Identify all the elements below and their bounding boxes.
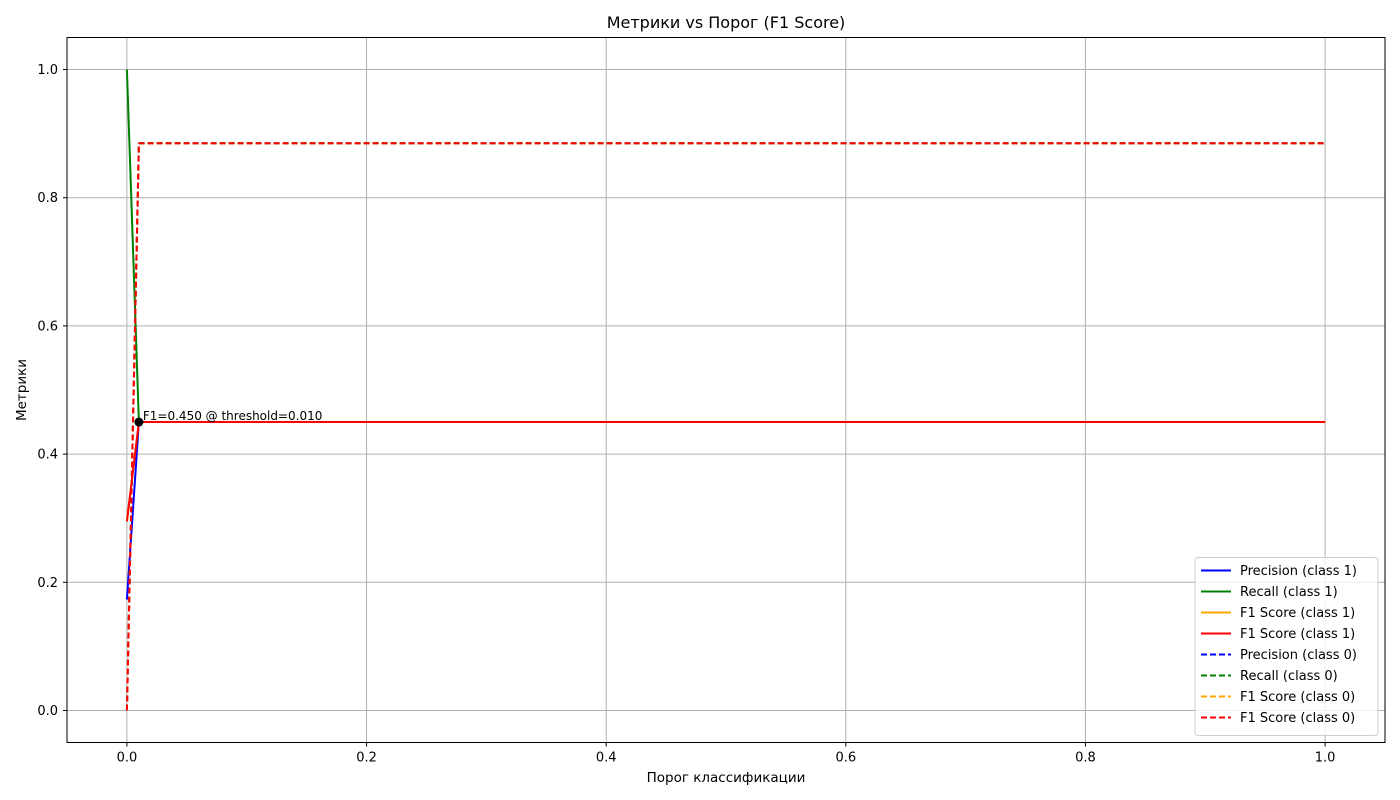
plot-frame bbox=[66, 37, 1386, 743]
x-tick-label: 0.8 bbox=[1075, 751, 1096, 766]
series-line-6 bbox=[125, 142, 1326, 711]
x-tick-label: 0.6 bbox=[835, 751, 856, 766]
legend-label: Precision (class 0) bbox=[1240, 648, 1357, 663]
x-axis-title: Порог классификации bbox=[647, 770, 806, 786]
legend-box bbox=[1194, 557, 1379, 736]
y-tick-label: 0.8 bbox=[37, 191, 58, 206]
y-axis-title: Метрики bbox=[14, 359, 30, 421]
plot-area bbox=[125, 69, 1326, 711]
y-tick-label: 0.6 bbox=[37, 319, 58, 334]
legend-label: Precision (class 1) bbox=[1240, 564, 1357, 579]
series-line-5 bbox=[125, 142, 1326, 711]
legend-label: F1 Score (class 1) bbox=[1240, 627, 1355, 642]
series-line-2 bbox=[125, 69, 1326, 424]
series-line-8 bbox=[125, 142, 1326, 711]
annotation-label: F1=0.450 @ threshold=0.010 bbox=[143, 409, 323, 423]
y-tick-label: 0.0 bbox=[37, 704, 58, 719]
best-threshold-marker bbox=[134, 417, 144, 427]
x-tick-label: 0.0 bbox=[117, 751, 138, 766]
series-line-4 bbox=[125, 421, 1326, 522]
series-line-3 bbox=[125, 421, 1326, 522]
annotation: F1=0.450 @ threshold=0.010 bbox=[134, 409, 322, 427]
y-tick-label: 1.0 bbox=[37, 63, 58, 78]
legend-label: F1 Score (class 0) bbox=[1240, 711, 1355, 726]
legend-label: F1 Score (class 0) bbox=[1240, 690, 1355, 705]
legend-label: F1 Score (class 1) bbox=[1240, 606, 1355, 621]
x-tick-label: 0.2 bbox=[356, 751, 377, 766]
legend-label: Recall (class 0) bbox=[1240, 669, 1338, 684]
y-tick-label: 0.4 bbox=[37, 448, 58, 463]
series-line-1 bbox=[125, 421, 1326, 600]
chart-title: Метрики vs Порог (F1 Score) bbox=[607, 13, 846, 32]
series-line-7 bbox=[125, 142, 1326, 711]
x-tick-label: 1.0 bbox=[1315, 751, 1336, 766]
axis-ticks: 0.0 0.2 0.4 0.6 0.8 1.0 0.0 0.2 0.4 0.6 0.8 1.0 bbox=[37, 63, 1335, 765]
y-tick-label: 0.2 bbox=[37, 576, 58, 591]
grid bbox=[67, 37, 1385, 743]
x-tick-label: 0.4 bbox=[596, 751, 617, 766]
legend-label: Recall (class 1) bbox=[1240, 585, 1338, 600]
legend: Precision (class 1) Recall (class 1) F1 Sc… bbox=[1194, 557, 1379, 736]
